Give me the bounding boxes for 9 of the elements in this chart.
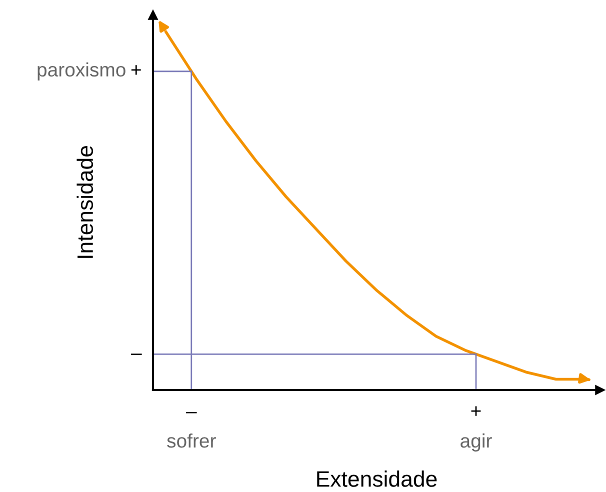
y-axis-title: Intensidade bbox=[76, 146, 94, 258]
text: agir bbox=[460, 433, 492, 452]
text: + bbox=[471, 406, 481, 416]
ref-line-label: + bbox=[131, 65, 141, 75]
text: sofrer bbox=[167, 433, 216, 448]
ref-line-label: – bbox=[131, 354, 142, 355]
text: – bbox=[186, 412, 197, 414]
x-axis-title: Extensidade bbox=[317, 470, 437, 487]
text: paroxismo bbox=[38, 62, 126, 80]
